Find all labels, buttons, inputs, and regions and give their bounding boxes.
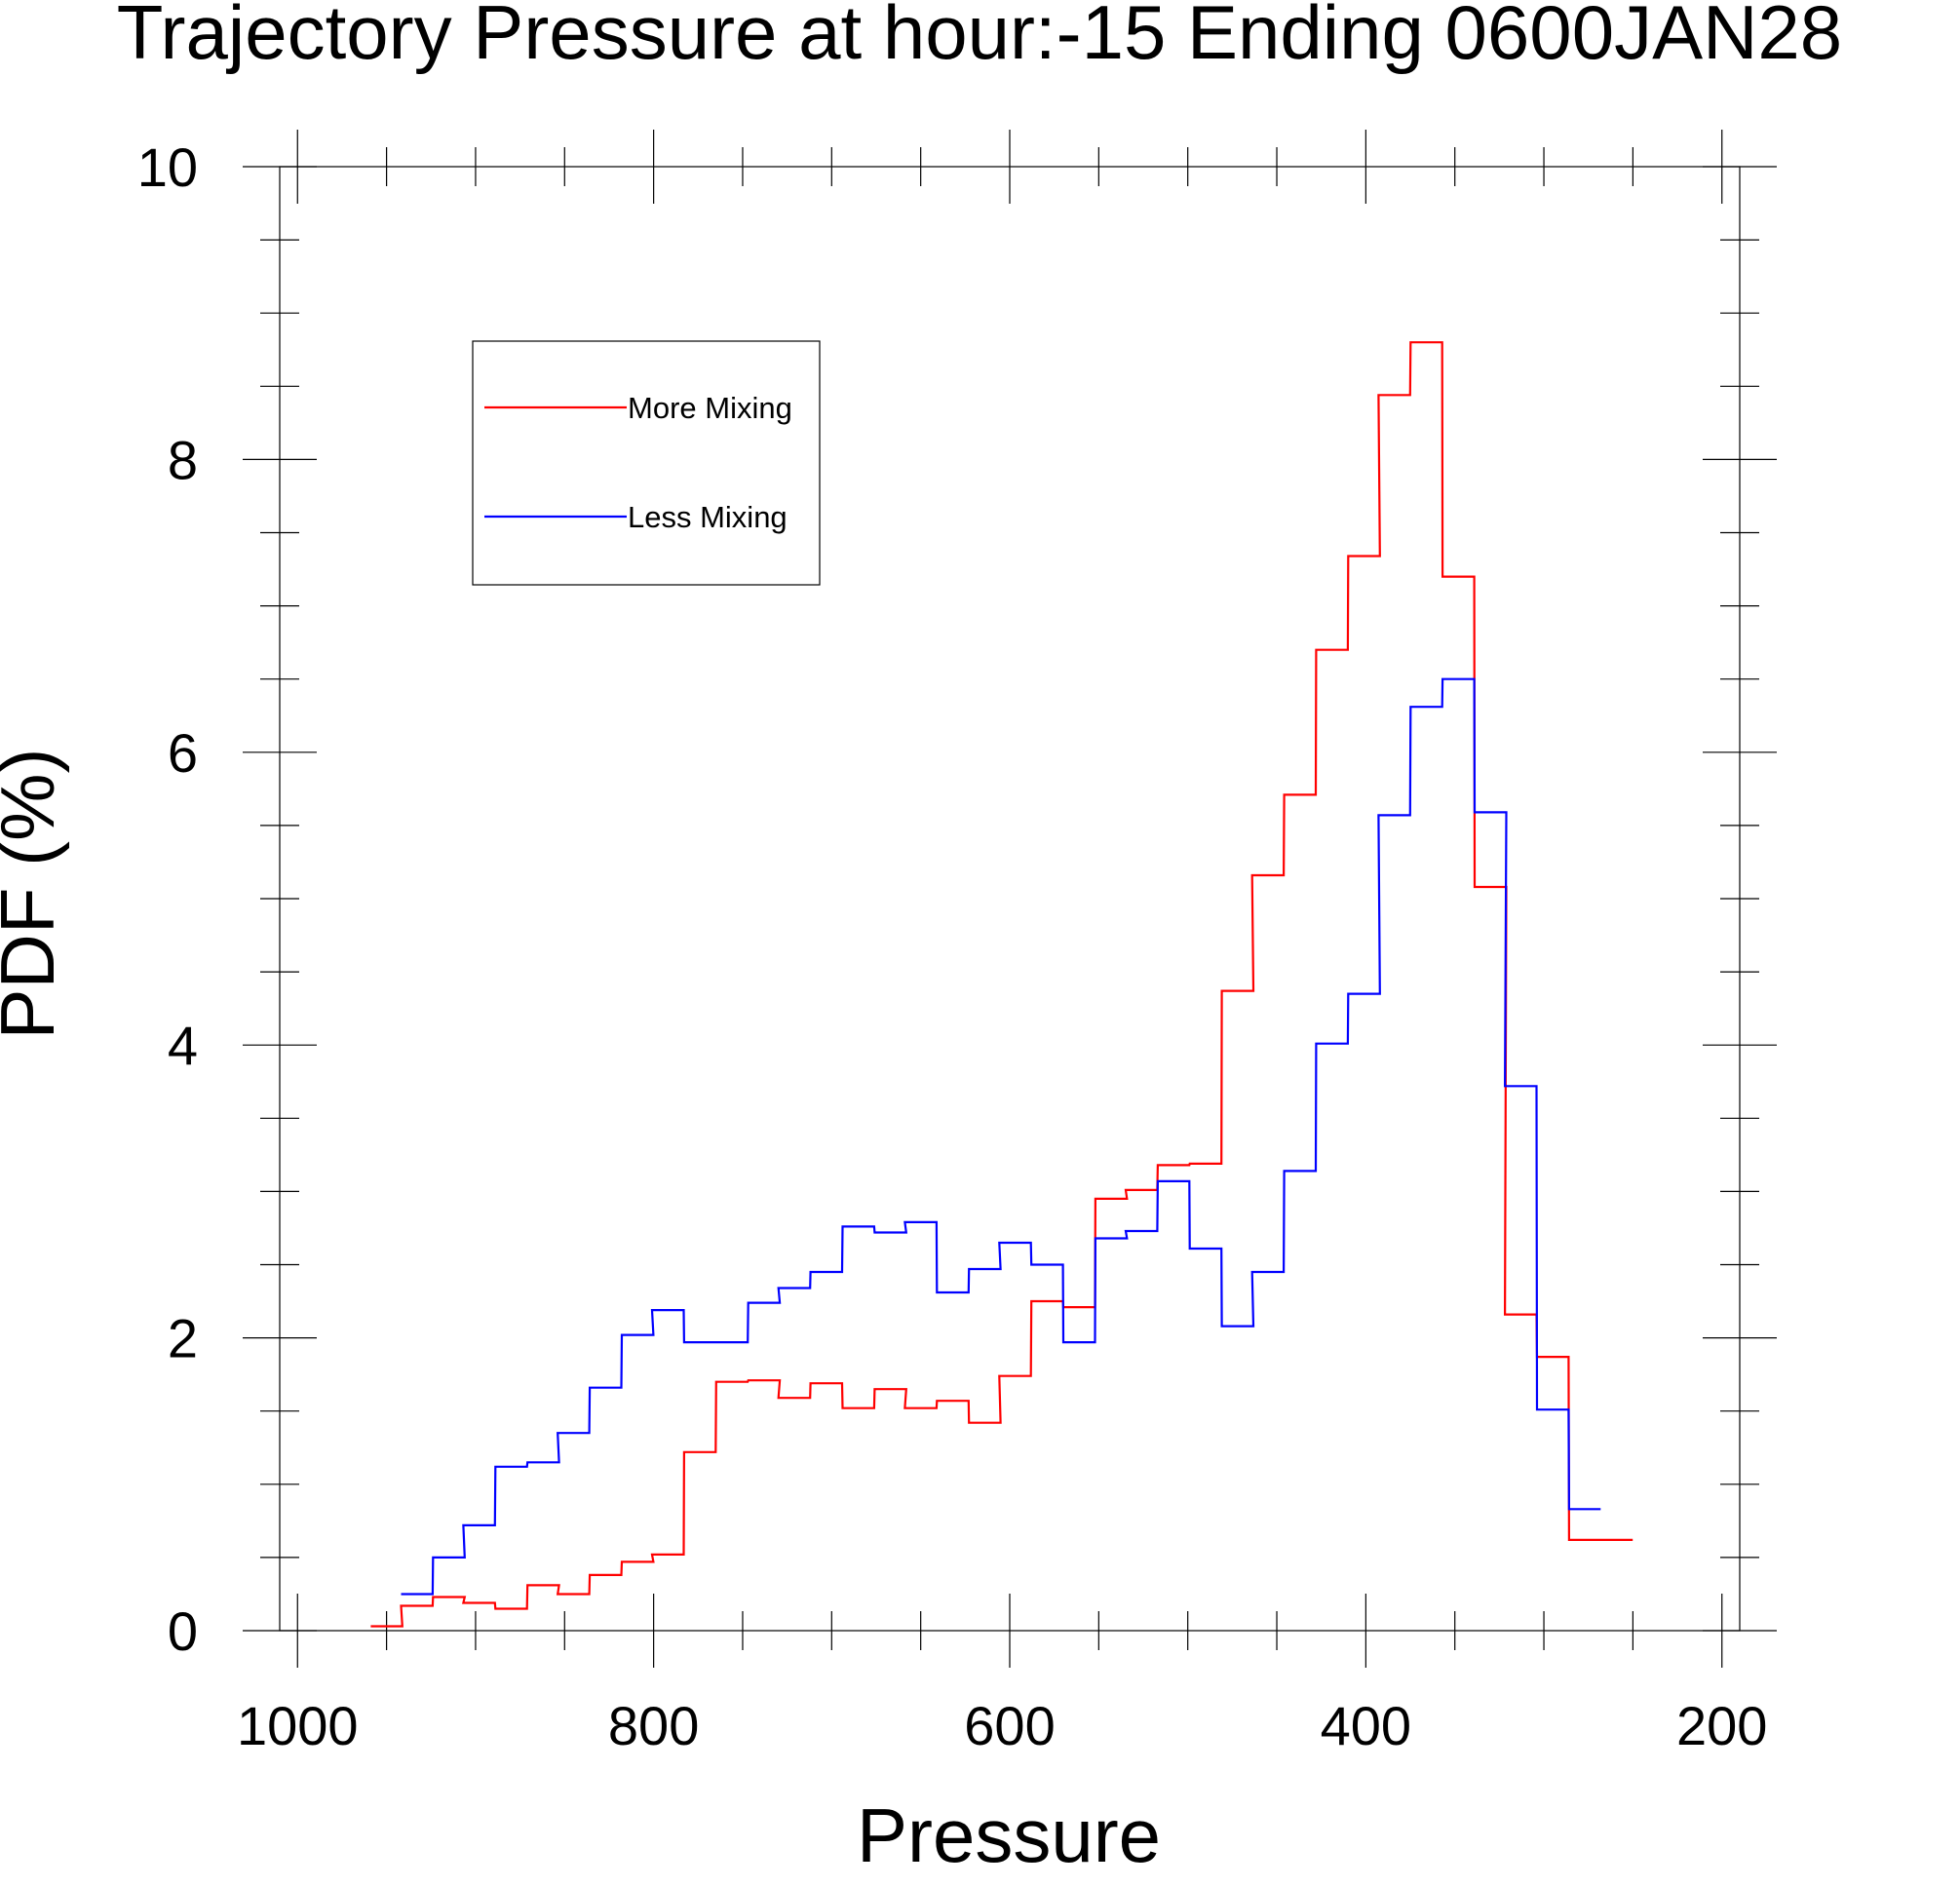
y-axis-label: PDF (%) [0, 749, 70, 1040]
series-layer [370, 341, 1633, 1628]
y-tick-label: 2 [168, 1308, 198, 1369]
x-tick-label: 400 [1321, 1695, 1411, 1756]
chart-title: Trajectory Pressure at hour:-15 Ending 0… [117, 0, 1842, 75]
y-tick-label: 4 [168, 1015, 198, 1076]
series-line-less-mixing [401, 677, 1601, 1596]
series-line-more-mixing [370, 341, 1633, 1628]
x-tick-label: 1000 [237, 1695, 359, 1756]
legend-label: More Mixing [628, 391, 792, 425]
y-tick-label: 0 [168, 1600, 198, 1662]
y-tick-label: 8 [168, 429, 198, 490]
legend-label: Less Mixing [628, 500, 788, 534]
x-tick-label: 600 [964, 1695, 1055, 1756]
y-tick-label: 6 [168, 722, 198, 784]
x-axis-label: Pressure [857, 1792, 1161, 1878]
legend-box [472, 340, 821, 586]
legend: More Mixing Less Mixing [472, 340, 821, 586]
x-tick-label: 200 [1676, 1695, 1767, 1756]
y-tick-label: 10 [137, 136, 198, 198]
axes-layer: 1000 800 600 400 200 0 2 4 6 8 10 [137, 130, 1777, 1756]
x-tick-label: 800 [608, 1695, 699, 1756]
